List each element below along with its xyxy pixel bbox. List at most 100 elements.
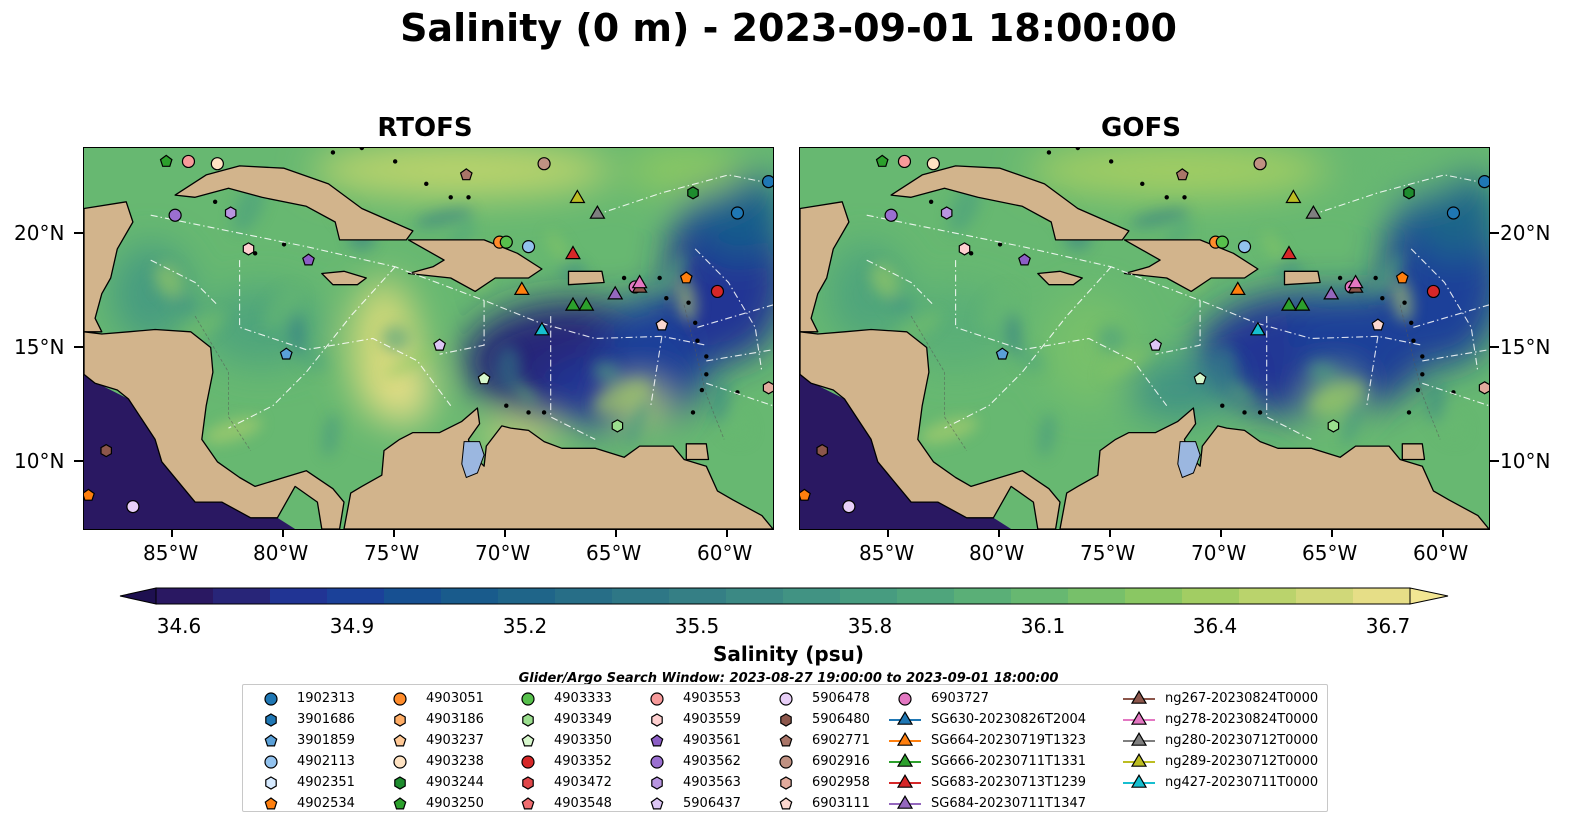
legend-label: SG683-20230713T1239 xyxy=(931,775,1087,790)
argo-float-marker xyxy=(1253,157,1267,171)
glider-marker xyxy=(1280,296,1297,311)
legend-marker xyxy=(394,713,406,727)
glider-symbol xyxy=(889,774,921,788)
glider-marker xyxy=(1305,205,1322,219)
argo-float-marker xyxy=(958,242,971,256)
colorbar-segment xyxy=(1239,588,1297,604)
legend-label: ng427-20230711T0000 xyxy=(1165,775,1319,790)
argo-float-marker xyxy=(126,499,140,514)
glider-marker xyxy=(1249,321,1266,336)
argo-float-marker xyxy=(521,240,536,254)
argo-float-marker xyxy=(940,206,953,220)
legend-marker xyxy=(1130,690,1148,704)
legend-label: ng278-20230824T0000 xyxy=(1165,712,1319,727)
glider-symbol xyxy=(1123,690,1155,704)
legend-label: 6902916 xyxy=(812,754,870,769)
glider-symbol xyxy=(1123,753,1155,767)
argo-symbol xyxy=(650,734,664,747)
legend-marker xyxy=(393,797,407,810)
colorbar-tick: 34.9 xyxy=(329,614,375,638)
gofs-salinity-map xyxy=(799,147,1490,530)
argo-symbol xyxy=(521,692,535,706)
colorbar-segment xyxy=(498,588,556,604)
argo-symbol xyxy=(393,692,407,706)
colorbar-segment xyxy=(327,588,385,604)
legend-marker xyxy=(1130,774,1148,788)
lat-tick-label: 15°N xyxy=(1500,335,1551,359)
glider-marker xyxy=(1280,245,1297,260)
argo-symbol xyxy=(651,713,663,727)
argo-symbol xyxy=(780,776,792,790)
lat-tick-label: 10°N xyxy=(14,449,65,473)
argo-float-marker xyxy=(730,206,745,220)
argo-float-marker xyxy=(1215,235,1229,249)
lon-tick-label: 85°W xyxy=(143,541,199,565)
legend-marker xyxy=(265,713,277,727)
argo-float-marker xyxy=(1426,284,1441,299)
legend-label: 4903472 xyxy=(554,775,612,790)
argo-float-marker xyxy=(679,271,693,284)
argo-symbol xyxy=(265,776,277,790)
glider-symbol xyxy=(889,795,921,809)
argo-float-marker xyxy=(816,443,828,458)
lon-tick-label: 65°W xyxy=(1302,541,1358,565)
argo-float-marker xyxy=(655,318,669,331)
colorbar-segment xyxy=(612,588,670,604)
legend-marker xyxy=(779,692,793,706)
legend-marker xyxy=(521,692,535,706)
argo-float-marker xyxy=(687,186,699,200)
legend-marker xyxy=(393,755,407,769)
legend-marker xyxy=(264,734,278,747)
legend-label: ng289-20230712T0000 xyxy=(1165,754,1319,769)
legend-marker xyxy=(779,797,793,810)
colorbar-tick: 36.1 xyxy=(1020,614,1066,638)
legend-label: 4903561 xyxy=(683,733,741,748)
colorbar-segment xyxy=(840,588,898,604)
argo-symbol xyxy=(779,755,793,769)
argo-symbol xyxy=(779,734,793,747)
legend-label: 4903244 xyxy=(426,775,484,790)
argo-symbol xyxy=(393,797,407,810)
argo-float-marker xyxy=(926,157,940,171)
legend-marker xyxy=(780,776,792,790)
argo-float-marker xyxy=(224,206,237,220)
argo-float-marker xyxy=(995,347,1009,360)
argo-float-marker xyxy=(1477,175,1489,189)
colorbar-segment xyxy=(1296,588,1354,604)
glider-marker xyxy=(589,205,606,219)
legend-label: 3901686 xyxy=(297,712,355,727)
argo-symbol xyxy=(650,692,664,706)
legend-label: 5906478 xyxy=(812,691,870,706)
colorbar-tick: 36.4 xyxy=(1192,614,1238,638)
argo-float-marker xyxy=(1403,186,1415,200)
lat-tick-label: 20°N xyxy=(1500,221,1551,245)
observation-legend: 1902313 3901686 3901859 4902113 4902351 49025… xyxy=(242,684,1328,812)
legend-label: SG684-20230711T1347 xyxy=(931,796,1087,811)
legend-marker xyxy=(264,797,278,810)
colorbar-tick: 35.5 xyxy=(674,614,720,638)
argo-float-marker xyxy=(1371,318,1385,331)
argo-float-marker xyxy=(611,419,624,433)
legend-marker xyxy=(521,734,535,747)
argo-float-marker xyxy=(1175,168,1189,181)
argo-float-marker xyxy=(897,154,912,169)
legend-marker xyxy=(896,711,914,725)
legend-label: SG666-20230711T1331 xyxy=(931,754,1087,769)
argo-float-marker xyxy=(1327,419,1340,433)
legend-label: SG630-20230826T2004 xyxy=(931,712,1087,727)
lon-tick-label: 85°W xyxy=(859,541,915,565)
legend-label: 6903111 xyxy=(812,796,870,811)
lat-tick-label: 20°N xyxy=(14,221,65,245)
legend-label: 4903237 xyxy=(426,733,484,748)
legend-label: ng280-20230712T0000 xyxy=(1165,733,1319,748)
argo-symbol xyxy=(521,797,535,810)
argo-float-marker xyxy=(84,488,95,501)
colorbar-segment xyxy=(270,588,328,604)
glider-symbol xyxy=(1123,732,1155,746)
glider-symbol xyxy=(889,753,921,767)
legend-label: 1902313 xyxy=(297,691,355,706)
colorbar-segment xyxy=(213,588,271,604)
colorbar-segment xyxy=(1011,588,1069,604)
argo-symbol xyxy=(264,755,278,769)
